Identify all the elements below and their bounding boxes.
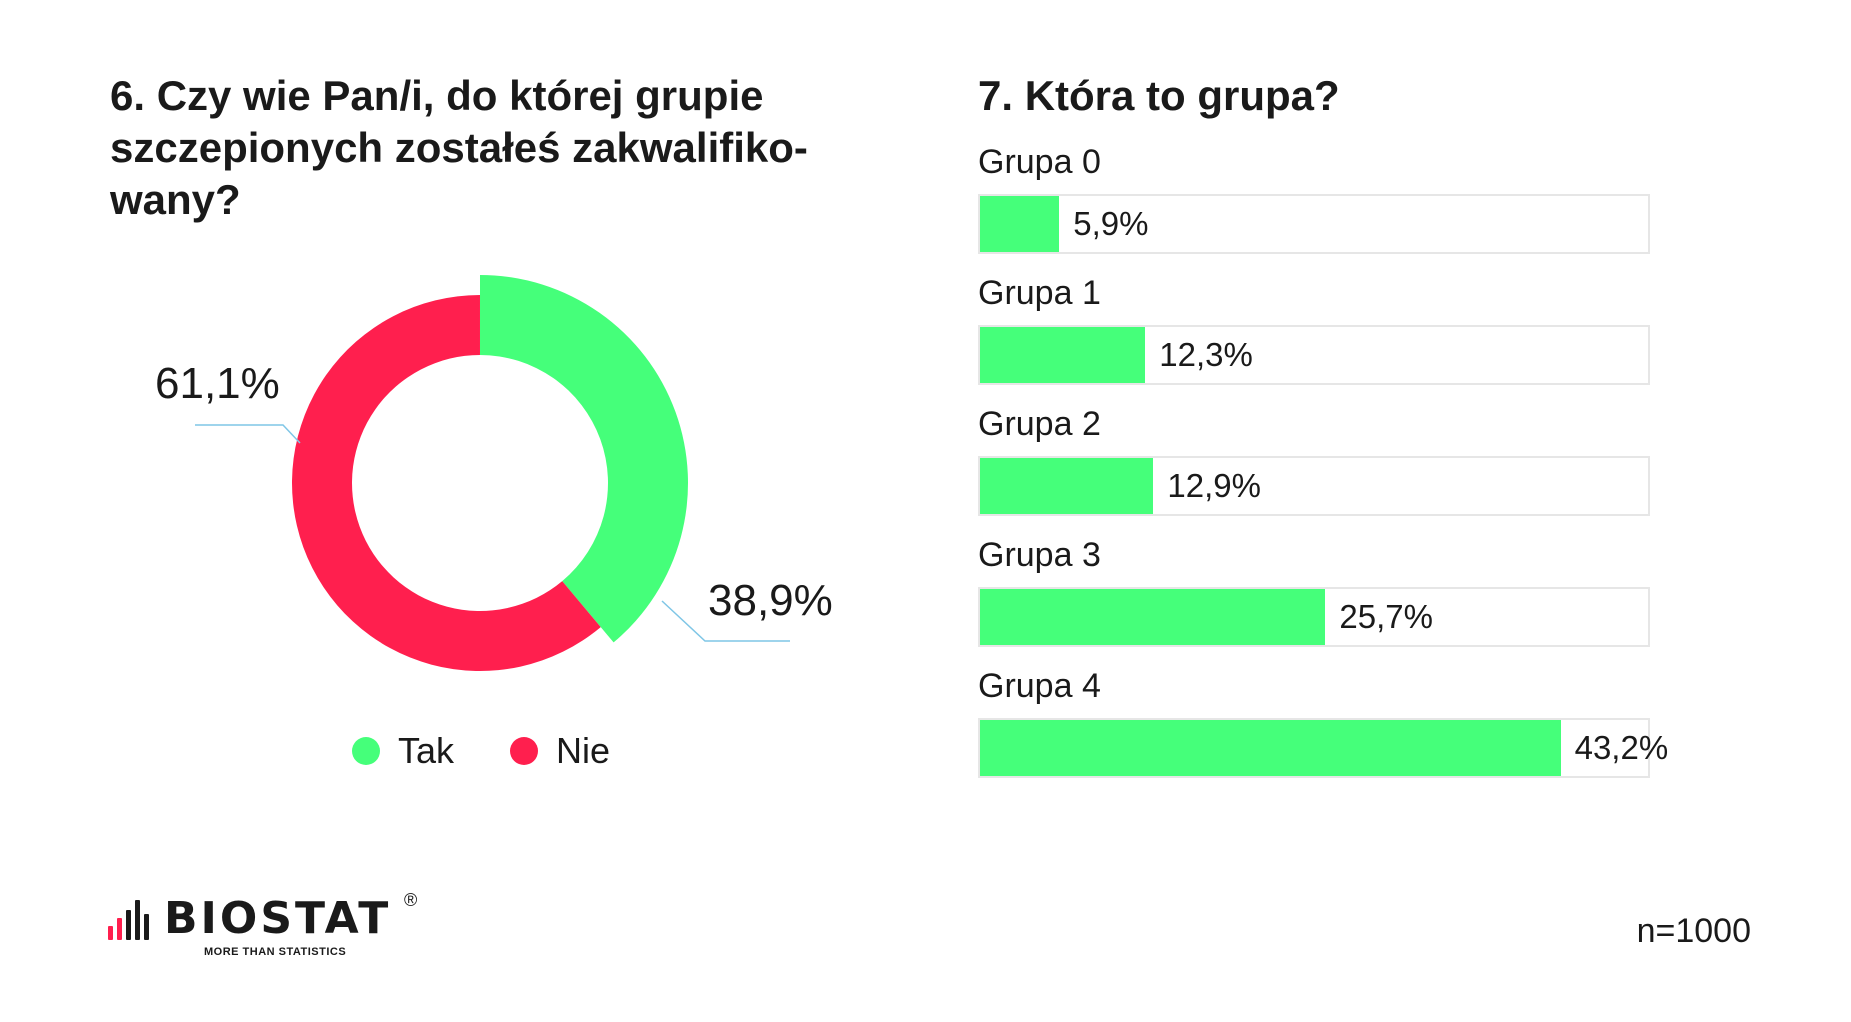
legend-label-nie: Nie xyxy=(556,730,611,771)
sample-size: n=1000 xyxy=(1636,912,1751,950)
bar-row-grupa-3: Grupa 3 25,7% xyxy=(978,533,1698,664)
bar-category-label: Grupa 3 xyxy=(978,536,1101,574)
legend-item-tak: Tak xyxy=(352,730,454,772)
donut-slice-tak xyxy=(480,275,689,643)
bar-grupa-3 xyxy=(980,589,1326,645)
bar-value-label: 12,9% xyxy=(1167,467,1261,504)
bar-track xyxy=(978,325,1650,385)
legend-item-nie: Nie xyxy=(510,730,610,772)
bar-value-label: 43,2% xyxy=(1574,729,1669,766)
legend-swatch-nie xyxy=(510,737,539,765)
bar-track xyxy=(978,456,1650,516)
bar-track xyxy=(978,587,1650,647)
bar-track xyxy=(978,194,1650,254)
leader-line-nie xyxy=(195,424,301,444)
q7-title: 7. Która to grupa? xyxy=(978,72,1340,119)
leader-line-tak xyxy=(661,600,790,642)
donut-value-label-tak: 38,9% xyxy=(708,576,833,625)
bar-row-grupa-4: Grupa 4 43,2% xyxy=(978,664,1698,795)
bar-grupa-2 xyxy=(980,458,1154,514)
bar-grupa-1 xyxy=(980,327,1146,383)
bar-category-label: Grupa 2 xyxy=(978,405,1101,443)
bar-grupa-4 xyxy=(980,720,1561,776)
bar-row-grupa-1: Grupa 1 12,3% xyxy=(978,271,1698,402)
logo-tagline: MORE THAN STATISTICS xyxy=(204,946,347,958)
donut-chart: 38,9% 61,1% xyxy=(155,275,833,671)
legend-swatch-tak xyxy=(352,737,380,765)
bar-chart: Grupa 0 5,9% Grupa 1 12,3% Grupa 2 12,9%… xyxy=(978,140,1698,795)
bar-row-grupa-0: Grupa 0 5,9% xyxy=(978,140,1698,271)
bar-category-label: Grupa 0 xyxy=(978,143,1101,181)
bar-track xyxy=(978,718,1650,778)
q6-title: 6. Czy wie Pan/i, do której grupie szcze… xyxy=(110,72,808,223)
donut-value-label-nie: 61,1% xyxy=(155,359,280,408)
legend-label-tak: Tak xyxy=(398,730,455,771)
bar-category-label: Grupa 4 xyxy=(978,667,1101,705)
donut-slice-nie xyxy=(291,295,601,671)
bar-value-label: 12,3% xyxy=(1159,336,1253,373)
biostat-logo: BIOSTAT ® MORE THAN STATISTICS xyxy=(108,890,438,964)
bar-grupa-0 xyxy=(980,196,1060,252)
logo-bars-icon xyxy=(108,900,153,940)
donut-legend: Tak Nie xyxy=(352,730,666,772)
logo-wordmark: BIOSTAT xyxy=(164,893,392,944)
logo-registered-mark: ® xyxy=(404,890,418,910)
bar-row-grupa-2: Grupa 2 12,9% xyxy=(978,402,1698,533)
bar-value-label: 25,7% xyxy=(1339,598,1433,635)
bar-value-label: 5,9% xyxy=(1073,205,1149,242)
bar-category-label: Grupa 1 xyxy=(978,274,1101,312)
